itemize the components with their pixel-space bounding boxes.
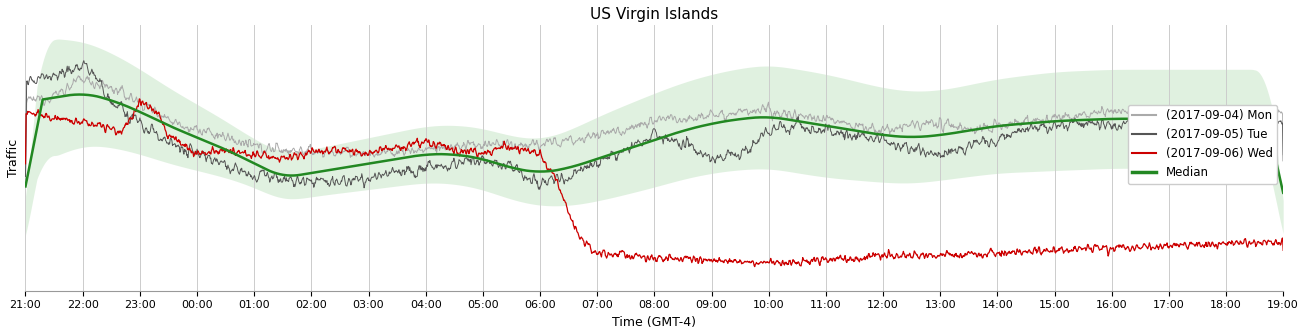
Median xyxy=(1192,117,1208,121)
(2017-09-04) Mon xyxy=(1273,111,1289,115)
Line: (2017-09-06) Wed: (2017-09-06) Wed xyxy=(26,99,1284,267)
(2017-09-06) Wed xyxy=(811,262,827,266)
(2017-09-05) Tue xyxy=(1276,159,1292,163)
Median xyxy=(1273,180,1289,184)
(2017-09-05) Tue xyxy=(1273,121,1289,125)
Median xyxy=(1132,117,1148,121)
Title: US Virgin Islands: US Virgin Islands xyxy=(590,7,718,22)
(2017-09-06) Wed xyxy=(1276,248,1292,252)
(2017-09-06) Wed xyxy=(310,151,325,155)
(2017-09-04) Mon xyxy=(1276,153,1292,157)
(2017-09-05) Tue xyxy=(1194,124,1209,128)
(2017-09-04) Mon xyxy=(71,74,86,78)
Median xyxy=(18,184,34,188)
Median xyxy=(1276,191,1292,195)
(2017-09-06) Wed xyxy=(747,265,763,269)
(2017-09-05) Tue xyxy=(532,187,547,192)
Median xyxy=(310,170,325,174)
(2017-09-04) Mon xyxy=(1132,107,1148,111)
(2017-09-06) Wed xyxy=(904,255,919,259)
(2017-09-06) Wed xyxy=(132,97,148,101)
(2017-09-06) Wed xyxy=(18,162,34,166)
(2017-09-05) Tue xyxy=(76,59,91,63)
(2017-09-05) Tue xyxy=(1134,123,1149,127)
(2017-09-06) Wed xyxy=(1273,239,1289,243)
Legend: (2017-09-04) Mon, (2017-09-05) Tue, (2017-09-06) Wed, Median: (2017-09-04) Mon, (2017-09-05) Tue, (201… xyxy=(1128,105,1277,184)
Median xyxy=(904,135,919,139)
(2017-09-05) Tue xyxy=(904,146,919,151)
(2017-09-04) Mon xyxy=(811,117,827,121)
(2017-09-04) Mon xyxy=(904,120,919,124)
Line: (2017-09-04) Mon: (2017-09-04) Mon xyxy=(26,76,1284,187)
(2017-09-04) Mon xyxy=(310,151,325,155)
(2017-09-05) Tue xyxy=(811,128,827,132)
(2017-09-06) Wed xyxy=(1134,246,1149,250)
(2017-09-04) Mon xyxy=(18,185,34,189)
Y-axis label: Traffic: Traffic xyxy=(7,138,20,177)
(2017-09-04) Mon xyxy=(1192,107,1208,111)
(2017-09-05) Tue xyxy=(18,174,34,178)
Median xyxy=(811,123,827,127)
Line: Median: Median xyxy=(26,94,1284,193)
Line: (2017-09-05) Tue: (2017-09-05) Tue xyxy=(26,61,1284,190)
(2017-09-06) Wed xyxy=(1194,245,1209,249)
X-axis label: Time (GMT-4): Time (GMT-4) xyxy=(613,316,696,329)
Median xyxy=(72,92,88,96)
(2017-09-05) Tue xyxy=(310,178,325,182)
